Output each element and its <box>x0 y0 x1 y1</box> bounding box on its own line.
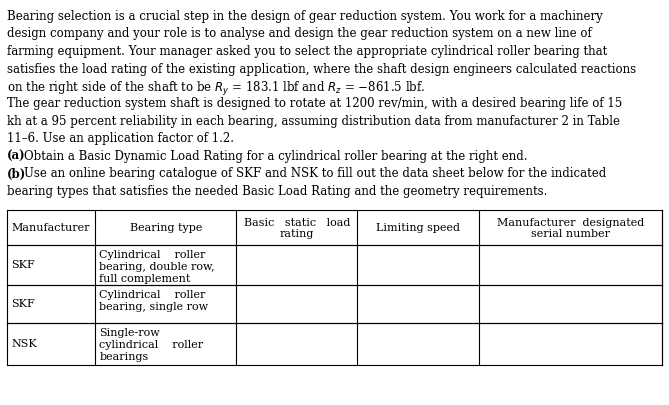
Text: Cylindrical    roller: Cylindrical roller <box>100 290 206 300</box>
Text: Limiting speed: Limiting speed <box>376 222 460 232</box>
Text: 11–6. Use an application factor of 1.2.: 11–6. Use an application factor of 1.2. <box>7 132 234 145</box>
Text: design company and your role is to analyse and design the gear reduction system : design company and your role is to analy… <box>7 28 592 40</box>
Text: rating: rating <box>280 228 314 239</box>
Text: Bearing selection is a crucial step in the design of gear reduction system. You : Bearing selection is a crucial step in t… <box>7 10 603 23</box>
Text: Basic   static   load: Basic static load <box>244 217 350 228</box>
Text: serial number: serial number <box>531 228 610 239</box>
Text: Manufacturer  designated: Manufacturer designated <box>496 217 644 228</box>
Text: Use an online bearing catalogue of SKF and NSK to fill out the data sheet below : Use an online bearing catalogue of SKF a… <box>24 167 606 180</box>
Text: Cylindrical    roller: Cylindrical roller <box>100 250 206 260</box>
Text: bearing types that satisfies the needed Basic Load Rating and the geometry requi: bearing types that satisfies the needed … <box>7 185 547 198</box>
Text: bearing, double row,: bearing, double row, <box>100 262 215 272</box>
Text: The gear reduction system shaft is designed to rotate at 1200 rev/min, with a de: The gear reduction system shaft is desig… <box>7 97 622 110</box>
Text: satisfies the load rating of the existing application, where the shaft design en: satisfies the load rating of the existin… <box>7 62 636 75</box>
Text: cylindrical    roller: cylindrical roller <box>100 340 203 350</box>
Text: Single-row: Single-row <box>100 328 160 338</box>
Text: (b): (b) <box>7 167 26 180</box>
Text: full complement: full complement <box>100 274 191 284</box>
Text: bearings: bearings <box>100 352 149 362</box>
Text: farming equipment. Your manager asked you to select the appropriate cylindrical : farming equipment. Your manager asked yo… <box>7 45 607 58</box>
Text: Obtain a Basic Dynamic Load Rating for a cylindrical roller bearing at the right: Obtain a Basic Dynamic Load Rating for a… <box>24 149 527 162</box>
Text: kh at a 95 percent reliability in each bearing, assuming distribution data from : kh at a 95 percent reliability in each b… <box>7 115 620 128</box>
Text: Manufacturer: Manufacturer <box>12 222 90 232</box>
Text: NSK: NSK <box>11 339 37 349</box>
Text: on the right side of the shaft to be $R_y$ = 183.1 lbf and $R_z$ = −861.5 lbf.: on the right side of the shaft to be $R_… <box>7 80 425 98</box>
Text: Bearing type: Bearing type <box>130 222 202 232</box>
Text: SKF: SKF <box>11 299 35 309</box>
Text: bearing, single row: bearing, single row <box>100 302 209 312</box>
Text: (a): (a) <box>7 149 25 162</box>
Text: SKF: SKF <box>11 260 35 270</box>
